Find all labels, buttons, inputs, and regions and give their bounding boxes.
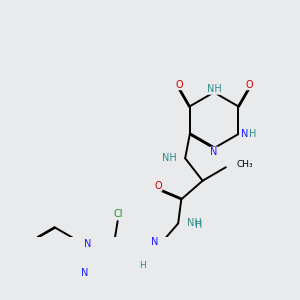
Text: O: O — [245, 80, 253, 90]
Text: CH₃: CH₃ — [237, 160, 254, 169]
Text: N: N — [151, 237, 158, 247]
Text: NH: NH — [187, 218, 202, 228]
Text: N: N — [242, 129, 249, 139]
Text: O: O — [154, 181, 162, 191]
Text: H: H — [249, 129, 256, 139]
Text: O: O — [175, 80, 183, 90]
Text: Cl: Cl — [114, 209, 123, 219]
Text: NH: NH — [207, 84, 221, 94]
Text: NH: NH — [162, 153, 177, 163]
Text: N: N — [81, 268, 88, 278]
Text: N: N — [84, 239, 91, 249]
Text: N: N — [210, 147, 218, 157]
Text: H: H — [139, 261, 146, 270]
Text: H: H — [195, 220, 202, 230]
